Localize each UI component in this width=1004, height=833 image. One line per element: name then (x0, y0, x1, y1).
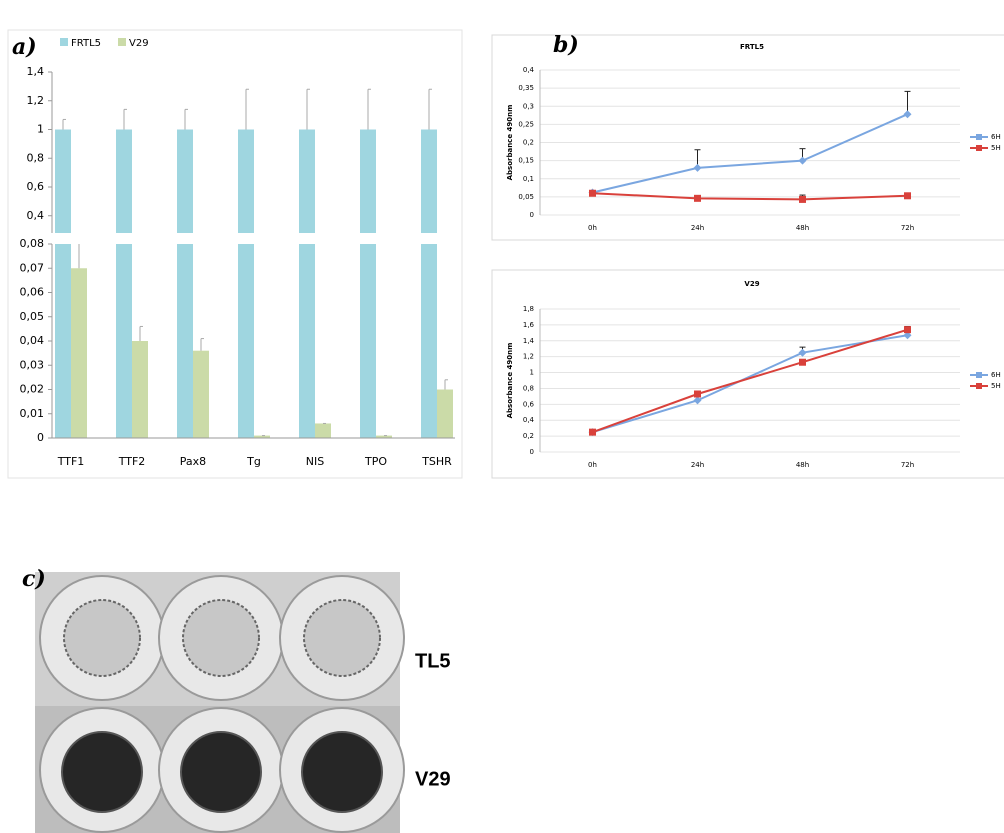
legend-marker (976, 372, 982, 378)
y-tick-label: 1,6 (523, 321, 535, 329)
legend-marker (976, 134, 982, 140)
legend-marker (976, 145, 982, 151)
legend-label: 6H (991, 133, 1001, 141)
bar (71, 268, 87, 438)
x-tick-label: 0h (588, 224, 597, 232)
y-axis-label: Absorbance 490nm (506, 105, 514, 181)
x-tick-label: TPO (364, 455, 387, 468)
x-tick-label: 72h (901, 461, 914, 469)
bar (193, 351, 209, 438)
x-tick-label: Tg (246, 455, 261, 468)
bar (360, 130, 376, 239)
panel-label: a) (12, 34, 37, 60)
x-tick-label: 48h (796, 224, 809, 232)
x-tick-label: TTF1 (57, 455, 85, 468)
y-tick-label: 0,07 (20, 261, 45, 274)
marker (589, 429, 596, 436)
chart-title: FRTL5 (740, 43, 764, 51)
photo (35, 572, 404, 833)
y-tick-label: 0,01 (20, 407, 45, 420)
y-tick-label: 0,02 (20, 383, 45, 396)
x-tick-label: 24h (691, 224, 704, 232)
marker (694, 195, 701, 202)
chart-title: V29 (744, 280, 759, 288)
x-tick-label: NIS (306, 455, 324, 468)
y-tick-label: 0,2 (523, 432, 534, 440)
x-tick-label: 48h (796, 461, 809, 469)
panel-b2-frame (492, 270, 1004, 478)
legend-label: 6H (991, 371, 1001, 379)
y-tick-label: 0,05 (20, 310, 45, 323)
x-tick-label: TTF2 (118, 455, 146, 468)
y-tick-label: 0,6 (523, 400, 535, 408)
legend-marker (976, 383, 982, 389)
legend-label: 5H (991, 382, 1001, 390)
marker (589, 190, 596, 197)
y-tick-label: 1,8 (523, 305, 534, 313)
y-tick-label: 0,35 (518, 84, 534, 92)
legend-label: V29 (129, 38, 149, 49)
y-tick-label: 0,15 (518, 157, 534, 165)
y-tick-label: 1,4 (27, 65, 45, 78)
bar (55, 130, 71, 239)
figure-canvas: a) b) c) TL5 V29 0 0,01 0,02 0,03 0,04 0,05 0,… (0, 0, 1004, 833)
row-label: TL5 (415, 650, 451, 672)
bar (315, 423, 331, 438)
figure: a) b) c) TL5 V29 0 0,01 0,02 0,03 0,04 0,05 0,… (0, 0, 1004, 833)
y-tick-label: 1,2 (523, 353, 534, 361)
y-tick-label: 0,2 (523, 139, 534, 147)
y-tick-label: 0,05 (518, 193, 534, 201)
panel-label: c) (22, 566, 46, 592)
x-tick-label: Pax8 (180, 455, 206, 468)
y-tick-label: 0,25 (518, 120, 534, 128)
x-tick-label: TSHR (421, 455, 452, 468)
y-tick-label: 0,8 (523, 384, 534, 392)
marker (904, 326, 911, 333)
bar (116, 130, 132, 239)
marker (799, 359, 806, 366)
y-tick-label: 1,4 (523, 337, 535, 345)
legend-label: 5H (991, 144, 1001, 152)
bar (177, 130, 193, 239)
y-axis-label: Absorbance 490nm (506, 343, 514, 419)
y-tick-label: 0,03 (20, 358, 45, 371)
y-tick-label: 0,3 (523, 102, 534, 110)
marker (694, 391, 701, 398)
legend-swatch (60, 38, 68, 46)
y-tick-label: 0,06 (20, 286, 45, 299)
marker (799, 196, 806, 203)
panel-label: b) (553, 32, 579, 58)
x-tick-label: 72h (901, 224, 914, 232)
bar (238, 130, 254, 239)
y-tick-label: 0,4 (27, 209, 45, 222)
y-tick-label: 0 (37, 431, 44, 444)
y-tick-label: 1,2 (27, 94, 45, 107)
legend-swatch (118, 38, 126, 46)
y-tick-label: 1 (530, 369, 534, 377)
y-tick-label: 0,04 (20, 334, 45, 347)
y-tick-label: 0,6 (27, 180, 45, 193)
bar (421, 130, 437, 239)
panel-b1-frame (492, 35, 1004, 240)
legend-label: FRTL5 (71, 38, 101, 49)
x-tick-label: 24h (691, 461, 704, 469)
y-tick-label: 0,8 (27, 151, 45, 164)
marker (904, 192, 911, 199)
y-tick-label: 0 (530, 448, 534, 456)
y-tick-label: 0 (530, 211, 534, 219)
x-tick-label: 0h (588, 461, 597, 469)
row-label: V29 (415, 768, 451, 790)
bar (132, 341, 148, 438)
bar (437, 390, 453, 439)
bar (299, 130, 315, 239)
y-tick-label: 0,08 (20, 237, 45, 250)
y-tick-label: 0,4 (523, 66, 535, 74)
y-tick-label: 0,1 (523, 175, 534, 183)
y-tick-label: 1 (37, 123, 44, 136)
y-tick-label: 0,4 (523, 416, 535, 424)
